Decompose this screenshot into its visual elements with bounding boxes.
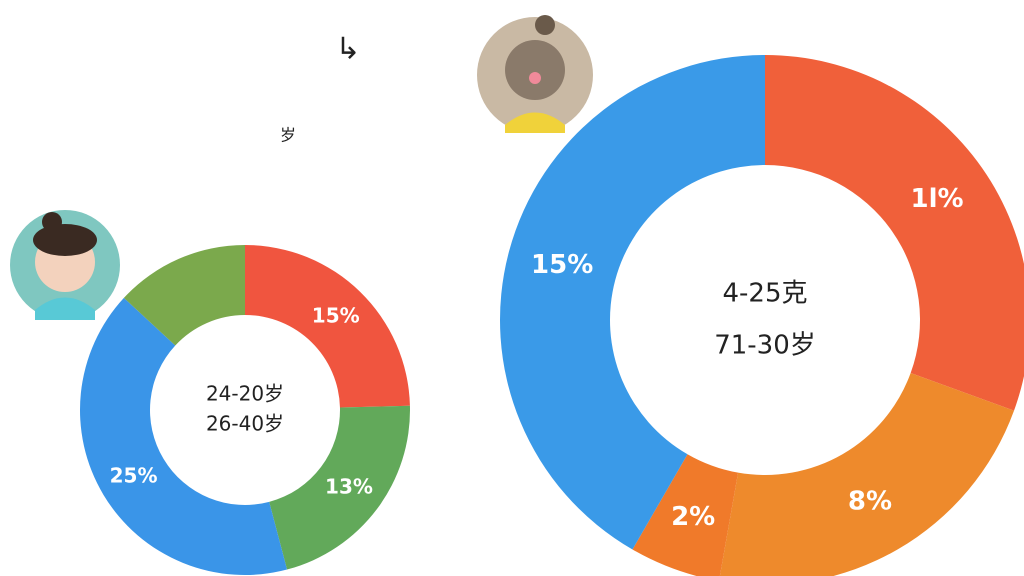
value-label: 8%	[848, 486, 892, 516]
donut-segment	[500, 55, 765, 550]
value-label: 1l%	[910, 184, 963, 214]
value-label: 2%	[671, 502, 715, 532]
donut-segment	[269, 405, 410, 570]
center-text: 4-25克	[722, 279, 807, 309]
annotation: 岁	[280, 126, 296, 145]
center-text: 24-20岁	[206, 382, 284, 406]
center-text: 71-30岁	[714, 331, 816, 361]
donut-segment	[245, 245, 410, 408]
donut-segment	[765, 55, 1024, 411]
donut-segment	[123, 245, 245, 346]
donut-segment	[80, 297, 288, 575]
value-label: 15%	[531, 250, 593, 280]
arrow-glyph: ↳	[335, 32, 360, 67]
donut-segment	[719, 373, 1015, 576]
donut-segment	[632, 454, 739, 576]
avatar-right	[477, 15, 593, 133]
avatar-left	[10, 210, 120, 320]
value-label: 25%	[110, 463, 158, 487]
value-label: 13%	[325, 475, 373, 499]
center-text: 26-40岁	[206, 412, 284, 436]
value-label: 15%	[312, 303, 360, 327]
